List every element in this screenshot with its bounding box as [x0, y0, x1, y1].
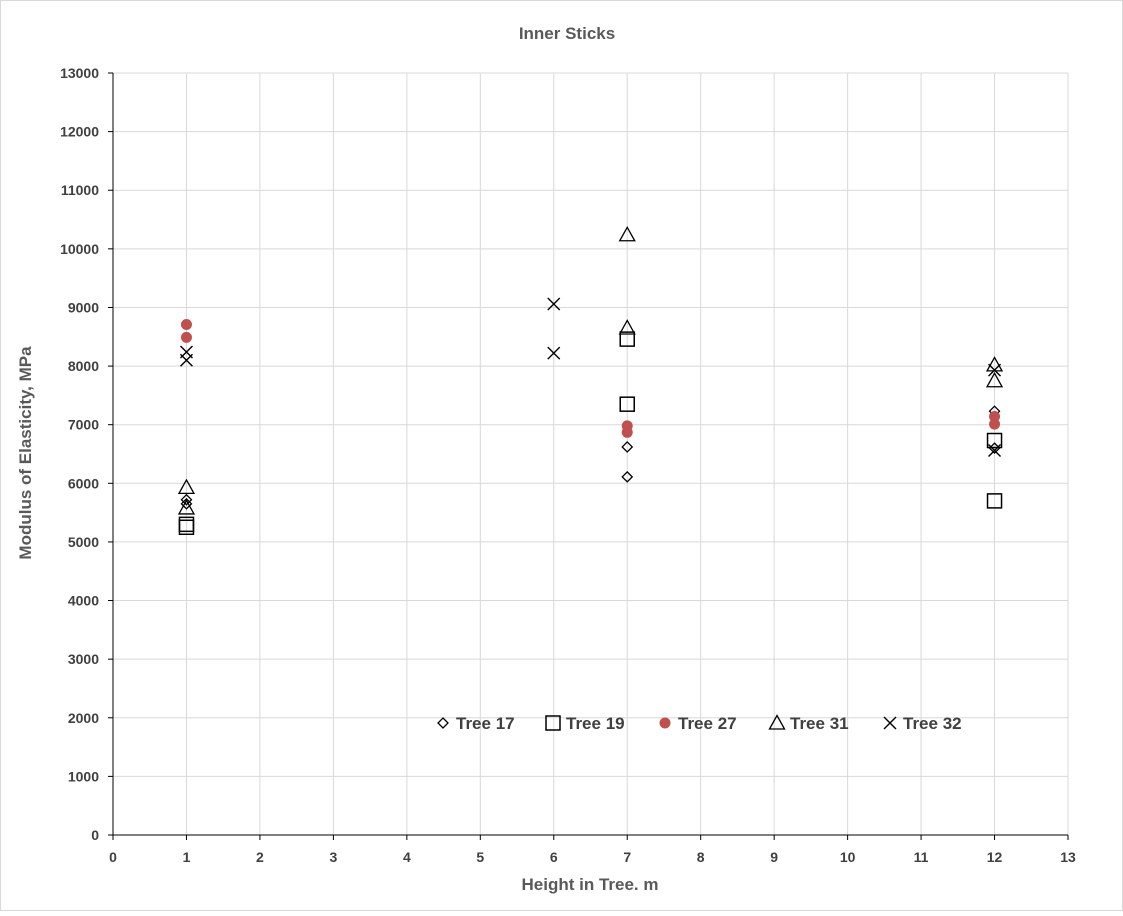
x-marker-stroke	[988, 443, 1002, 457]
y-tick-label: 10000	[60, 241, 99, 257]
x-tick-label: 4	[403, 849, 411, 865]
x-tick-label: 0	[109, 849, 117, 865]
data-point-tree-27	[621, 426, 633, 438]
x-tick-label: 3	[329, 849, 337, 865]
series-tree-31	[177, 225, 1004, 515]
data-point-tree-27	[180, 331, 192, 343]
legend-item-tree-31: Tree 31	[768, 714, 849, 733]
data-point-tree-19	[619, 331, 635, 347]
data-point-tree-27	[989, 410, 1001, 422]
x-tick-label: 10	[840, 849, 856, 865]
data-point-tree-17	[621, 441, 634, 453]
y-tick-label: 4000	[68, 593, 99, 609]
chart-title: Inner Sticks	[519, 24, 615, 43]
y-tick-label: 12000	[60, 124, 99, 140]
legend-label-tree-19: Tree 19	[566, 714, 625, 733]
data-points	[177, 225, 1004, 536]
x-marker-stroke	[988, 363, 1002, 377]
axes	[108, 72, 1069, 840]
legend-marker-tree-19	[545, 715, 561, 731]
x-tick-label: 5	[476, 849, 484, 865]
legend-marker-tree-32	[883, 716, 897, 730]
data-point-tree-32	[547, 346, 561, 360]
x-tick-label: 11	[914, 849, 929, 865]
data-point-tree-27	[989, 418, 1001, 430]
y-tick-label: 5000	[68, 534, 99, 550]
legend-item-tree-27: Tree 27	[659, 714, 737, 733]
data-point-tree-32	[988, 443, 1002, 457]
data-point-tree-19	[986, 432, 1003, 449]
data-point-tree-31	[618, 225, 636, 242]
x-marker-stroke	[547, 346, 561, 360]
data-point-tree-31	[177, 499, 196, 515]
y-tick-label: 7000	[68, 417, 99, 433]
y-axis-title: Modulus of Elasticity, MPa	[16, 346, 35, 560]
data-point-tree-32	[547, 297, 561, 311]
data-point-tree-31	[985, 371, 1004, 388]
x-tick-label: 13	[1060, 849, 1076, 865]
legend-marker-tree-31	[768, 714, 786, 730]
legend-label-tree-32: Tree 32	[903, 714, 962, 733]
data-point-tree-31	[618, 319, 636, 335]
x-tick-label: 12	[987, 849, 1003, 865]
y-tick-label: 0	[91, 827, 99, 843]
data-point-tree-19	[178, 519, 195, 536]
data-point-tree-19	[986, 493, 1003, 509]
legend-label-tree-27: Tree 27	[678, 714, 737, 733]
legend-label-tree-31: Tree 31	[790, 714, 849, 733]
data-point-tree-17	[621, 470, 634, 483]
legend-label-tree-17: Tree 17	[456, 714, 515, 733]
data-point-tree-19	[619, 396, 635, 412]
x-tick-label: 9	[770, 849, 778, 865]
y-tick-label: 2000	[68, 710, 99, 726]
y-tick-label: 3000	[68, 651, 99, 667]
legend-item-tree-19: Tree 19	[545, 714, 625, 733]
legend-item-tree-17: Tree 17	[437, 714, 515, 733]
y-tick-label: 8000	[68, 358, 99, 374]
y-tick-label: 1000	[68, 768, 99, 784]
y-tick-label: 9000	[68, 299, 99, 315]
x-marker-stroke	[179, 353, 193, 367]
series-tree-27	[180, 318, 1001, 438]
series-tree-17	[180, 405, 1001, 510]
series-tree-19	[178, 331, 1003, 536]
x-tick-label: 7	[623, 849, 631, 865]
data-point-tree-32	[988, 363, 1002, 377]
series-tree-32	[179, 297, 1002, 457]
y-tick-label: 11000	[61, 182, 99, 198]
y-tick-label: 13000	[60, 65, 99, 81]
x-tick-label: 8	[697, 849, 705, 865]
legend-marker-tree-27	[659, 717, 671, 729]
x-tick-label: 1	[183, 849, 191, 865]
data-point-tree-31	[177, 478, 196, 495]
x-marker-stroke	[883, 716, 897, 730]
x-marker-stroke	[547, 297, 561, 311]
y-tick-label: 6000	[68, 475, 99, 491]
x-tick-label: 2	[256, 849, 264, 865]
data-point-tree-27	[180, 318, 192, 330]
legend-marker-tree-17	[437, 717, 449, 729]
x-tick-label: 6	[550, 849, 558, 865]
data-point-tree-32	[179, 353, 193, 367]
tick-labels: 0100020003000400050006000700080009000100…	[60, 65, 1076, 865]
legend-item-tree-32: Tree 32	[883, 714, 962, 733]
data-point-tree-17	[180, 493, 193, 506]
legend: Tree 17 Tree 19 Tree 27 Tree 31 Tree 32	[437, 714, 962, 733]
x-axis-title: Height in Tree. m	[522, 875, 659, 894]
data-point-tree-17	[180, 497, 193, 510]
